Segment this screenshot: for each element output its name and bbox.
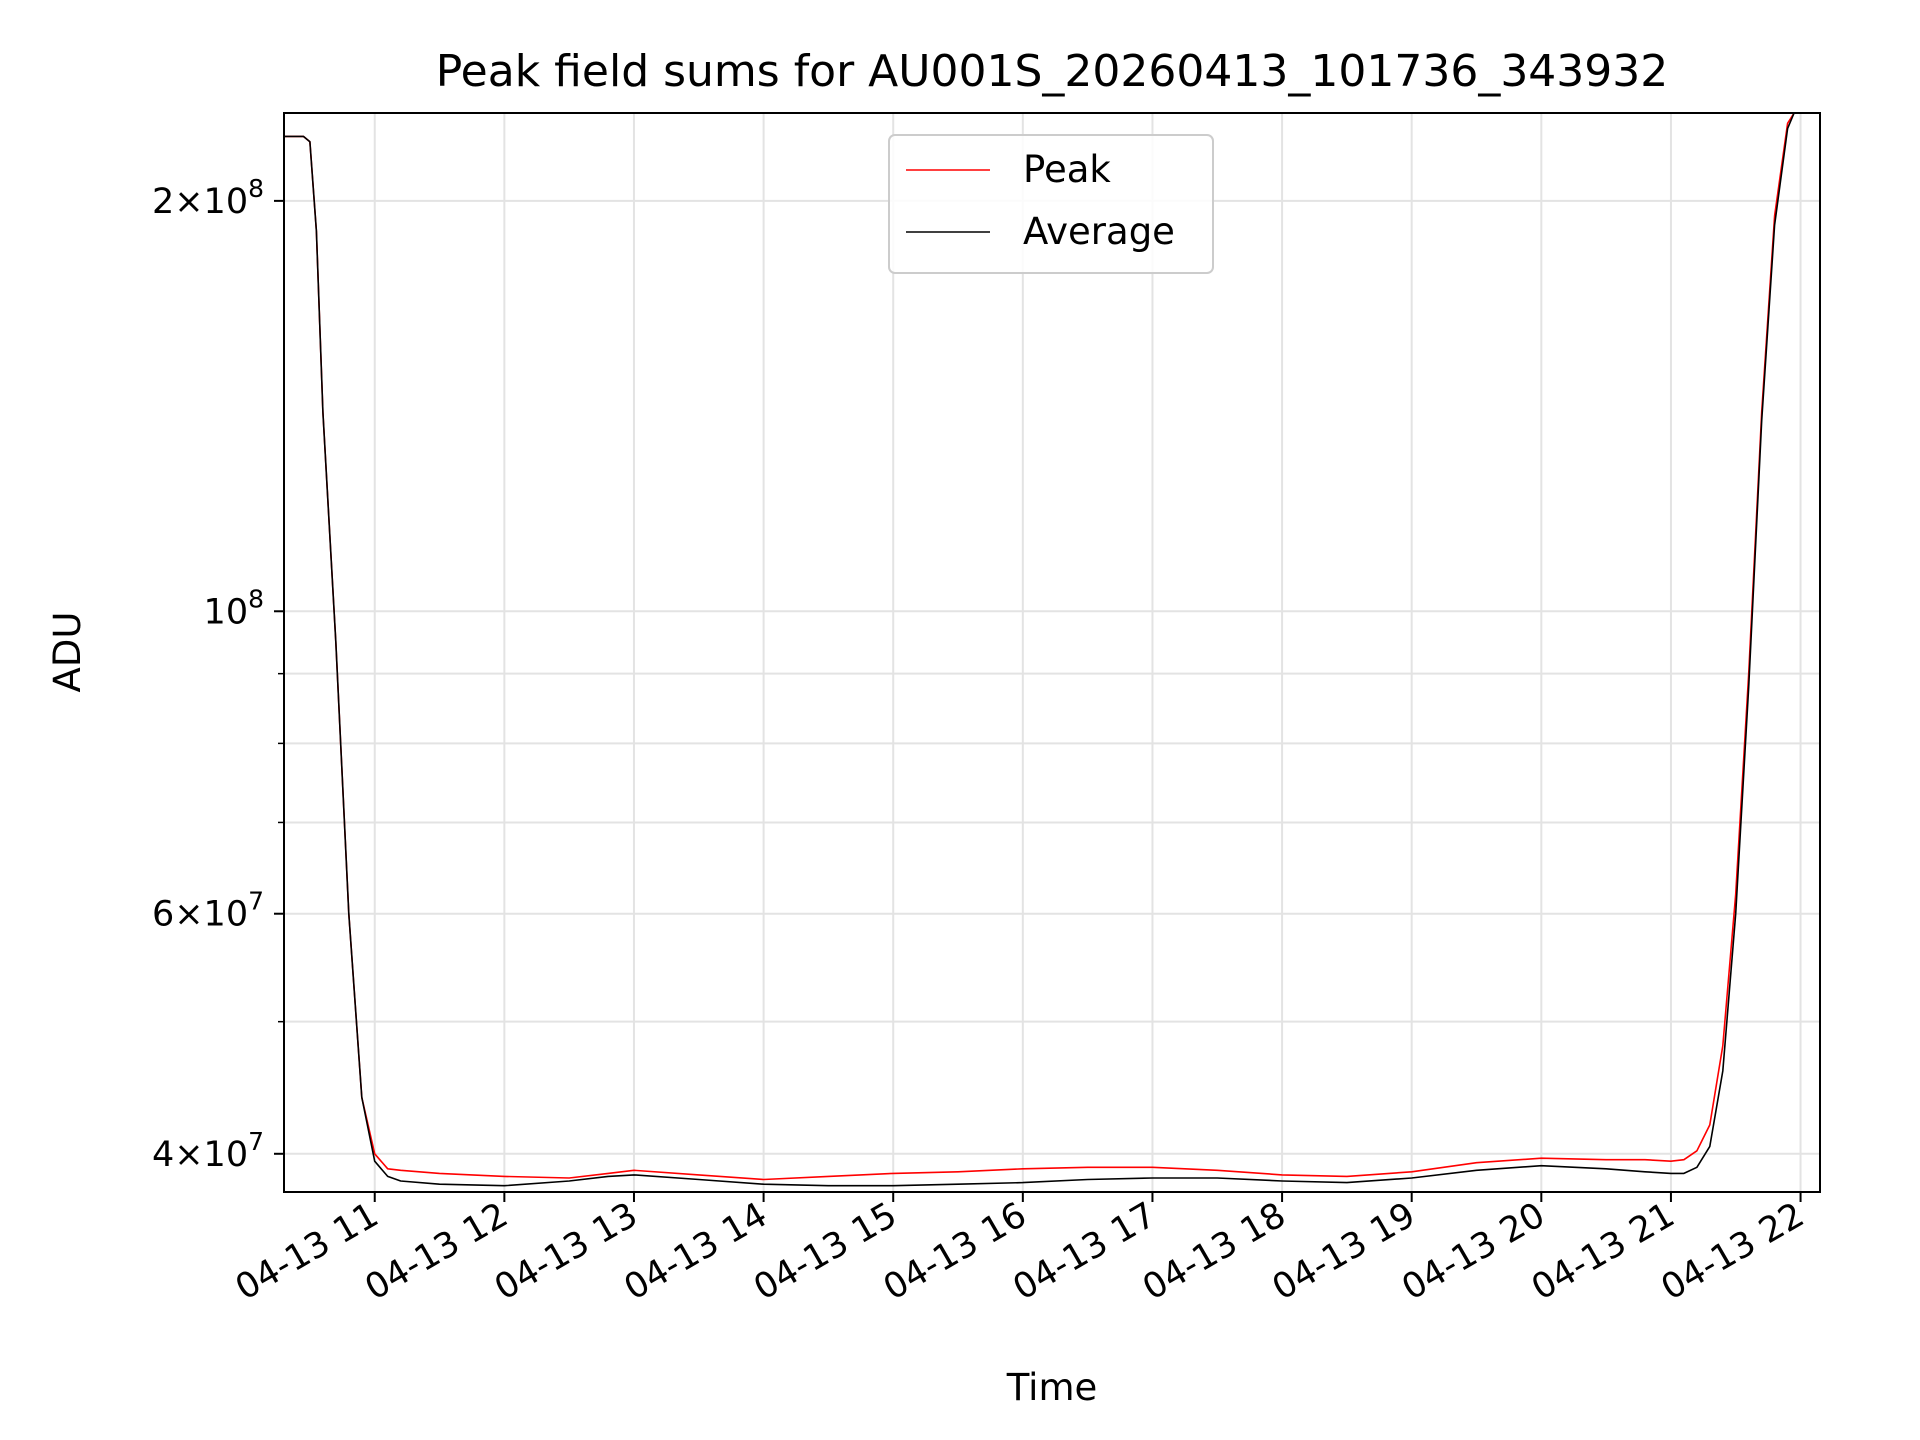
series-layer — [284, 112, 1820, 1187]
legend: Peak Average — [888, 134, 1214, 274]
legend-label-average: Average — [1023, 210, 1175, 253]
series-line-average — [284, 112, 1820, 1187]
y-tick-label: 6×107 — [152, 887, 264, 935]
y-tick-label: 108 — [204, 584, 264, 632]
legend-label-peak: Peak — [1023, 148, 1111, 191]
y-tick-label: 2×108 — [152, 174, 264, 222]
y-axis-label: ADU — [46, 612, 89, 693]
grid — [284, 113, 1820, 1192]
x-axis-label: Time — [1006, 1366, 1098, 1409]
plot-frame — [283, 112, 1821, 1193]
y-axis: 4×107 6×107 108 2×108 — [152, 174, 284, 1175]
y-tick-label: 4×107 — [152, 1127, 264, 1175]
chart-title: Peak field sums for AU001S_20260413_1017… — [436, 46, 1669, 97]
